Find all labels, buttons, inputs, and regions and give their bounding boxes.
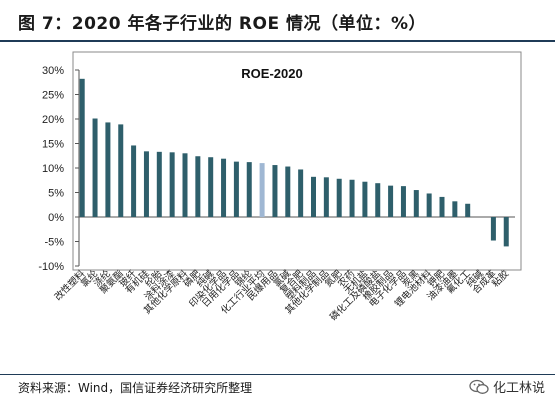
x-axis-labels: 改性塑料氯纶涤纶聚氨酯玻纤有机硅纶胎涂料涂漆其他化学原料磷肥纯碱印染化学品日用化… [52, 267, 512, 323]
bar [156, 151, 162, 217]
footer-rule [0, 374, 555, 375]
bar [105, 122, 111, 217]
bar [131, 145, 137, 217]
bar [503, 217, 509, 247]
bar [323, 177, 329, 217]
bar [375, 183, 381, 217]
bar [452, 201, 458, 217]
bar [246, 162, 252, 217]
bar [272, 165, 278, 217]
bar [426, 193, 432, 217]
bar-series [79, 78, 509, 247]
y-tick-label: 0% [48, 212, 64, 224]
bar [285, 166, 291, 217]
bar [362, 181, 368, 217]
chart-title: ROE-2020 [241, 66, 302, 81]
y-tick-label: -10% [38, 261, 64, 273]
bar [195, 156, 201, 217]
watermark-text: 化工林说 [492, 381, 545, 396]
y-tick-label: 10% [42, 163, 64, 175]
wechat-icon [469, 379, 489, 394]
source-note: 资料来源：Wind，国信证券经济研究所整理 [18, 381, 253, 395]
plot-frame [72, 51, 522, 271]
bar [118, 124, 124, 217]
figure-title: 图 7：2020 年各子行业的 ROE 情况（单位：%） [18, 14, 427, 34]
bar [439, 196, 445, 217]
bar [182, 153, 188, 217]
y-tick-label: 15% [42, 139, 64, 151]
y-tick-label: 5% [48, 188, 64, 200]
y-tick-label: -5% [44, 237, 64, 249]
bar [490, 217, 496, 241]
bar [221, 158, 227, 217]
bar [311, 176, 316, 217]
bar [169, 152, 175, 217]
bar [388, 185, 394, 217]
bar [259, 163, 265, 217]
watermark: 化工林说 [469, 377, 545, 396]
bar [233, 161, 239, 217]
y-tick-label: 25% [42, 90, 64, 102]
chart-svg: 30% 25% 20% 15% 10% 5% 0% -5% -10% 改性塑料氯纶涤纶聚氨酯玻纤… [38, 51, 522, 323]
title-rule [0, 40, 555, 42]
bar [143, 151, 149, 217]
bar [92, 118, 98, 217]
bar [400, 186, 406, 217]
bar [298, 169, 304, 217]
bar [208, 157, 214, 217]
figure-header: 图 7：2020 年各子行业的 ROE 情况（单位：%） [0, 0, 555, 40]
bar [349, 179, 355, 217]
roe-bar-chart: 30% 25% 20% 15% 10% 5% 0% -5% -10% 改性塑料 氯纶 涤纶 聚氨酯 玻纤… [0, 42, 555, 372]
bar [465, 203, 471, 217]
y-tick-label: 20% [42, 114, 64, 126]
bar [413, 190, 419, 217]
bar [79, 78, 85, 217]
bar [336, 178, 342, 217]
y-tick-label: 30% [42, 65, 64, 77]
